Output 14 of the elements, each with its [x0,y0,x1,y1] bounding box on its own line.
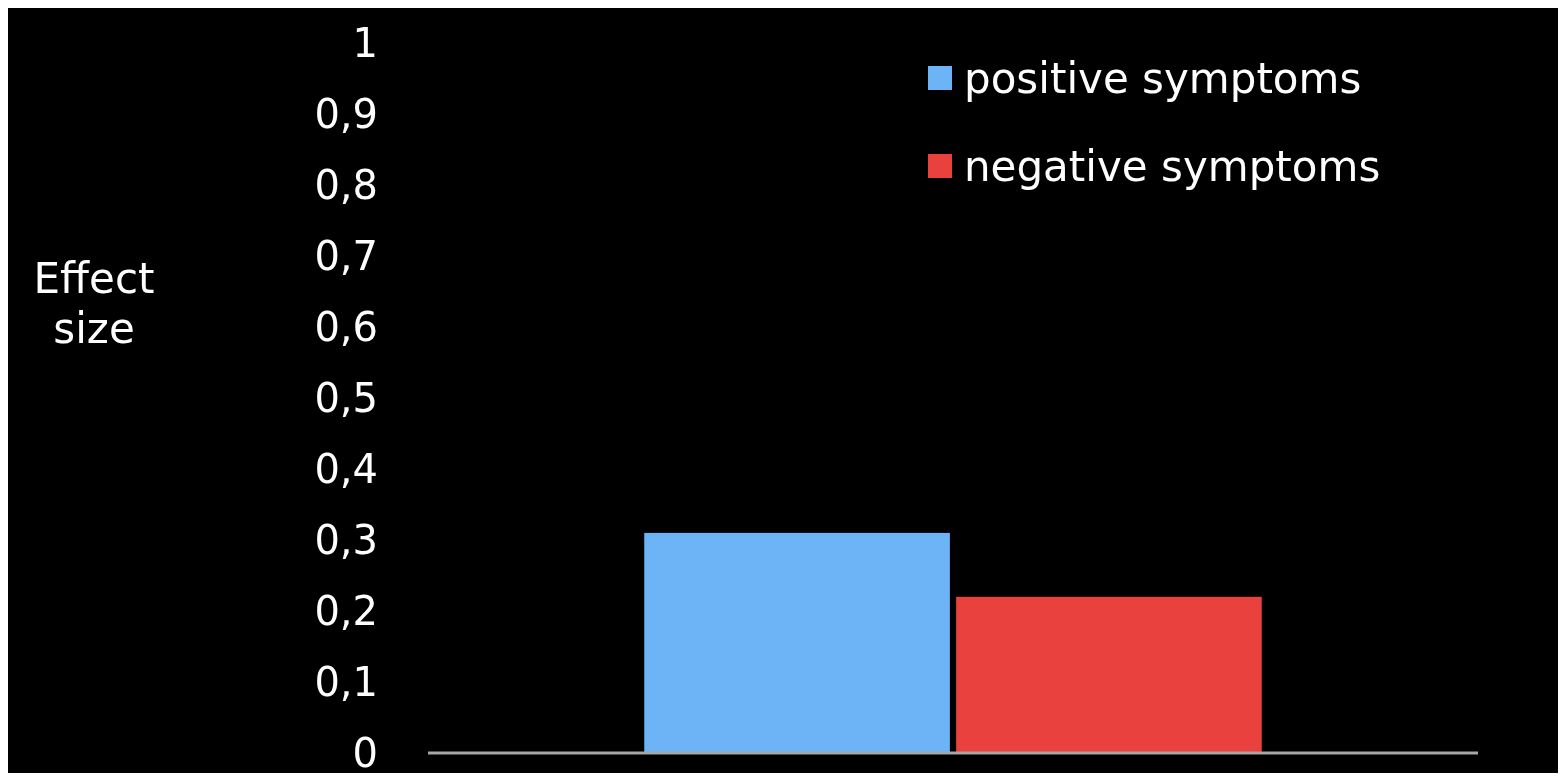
y-tick-label: 0,7 [314,233,378,279]
y-tick-label: 0 [352,730,378,776]
y-tick-label: 0,8 [314,162,378,208]
y-axis-title: Effect size [33,254,155,353]
y-tick-label: 0,4 [314,446,378,492]
y-tick-label: 0,3 [314,517,378,563]
legend-label: positive symptoms [964,53,1362,103]
y-tick-label: 0,2 [314,588,378,634]
y-tick-label: 1 [352,20,378,66]
y-tick-label: 0,1 [314,659,378,705]
legend-label: negative symptoms [964,141,1381,191]
y-tick-label: 0,5 [314,375,378,421]
y-tick-label: 0,6 [314,304,378,350]
y-tick-label: 0,9 [314,91,378,137]
